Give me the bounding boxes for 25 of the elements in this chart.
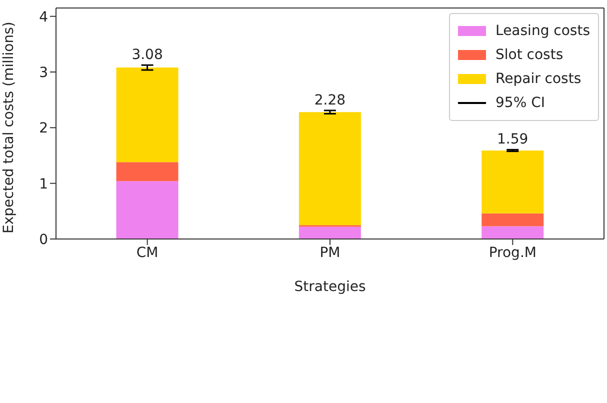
bar bbox=[116, 181, 178, 239]
y-tick-label: 1 bbox=[39, 176, 48, 192]
annotation: 95% CI bbox=[496, 95, 545, 111]
legend-label: Leasing costs bbox=[496, 23, 590, 39]
x-tick-label: Prog.M bbox=[488, 244, 536, 261]
total-label: 1.59 bbox=[497, 132, 528, 148]
bar bbox=[116, 68, 178, 162]
x-axis-title: Strategies bbox=[294, 279, 366, 295]
y-tick-label: 0 bbox=[39, 232, 48, 248]
y-axis-title: Expected total costs (millions) bbox=[0, 22, 17, 234]
total-label: 2.28 bbox=[314, 92, 346, 108]
y-tick-label: 3 bbox=[39, 64, 48, 81]
x-tick-label: PM bbox=[320, 244, 340, 261]
y-tick-label: 2 bbox=[39, 120, 48, 137]
bar bbox=[298, 226, 361, 239]
bar bbox=[116, 162, 178, 182]
bar bbox=[482, 150, 544, 214]
total-label: 3.08 bbox=[132, 47, 163, 64]
bar bbox=[298, 112, 361, 226]
legend-label: Slot costs bbox=[496, 47, 564, 63]
x-tick-label: CM bbox=[136, 244, 158, 261]
y-tick-label: 4 bbox=[39, 9, 48, 26]
legend-label: Repair costs bbox=[496, 71, 582, 87]
bar bbox=[482, 226, 544, 239]
bar bbox=[482, 213, 544, 226]
